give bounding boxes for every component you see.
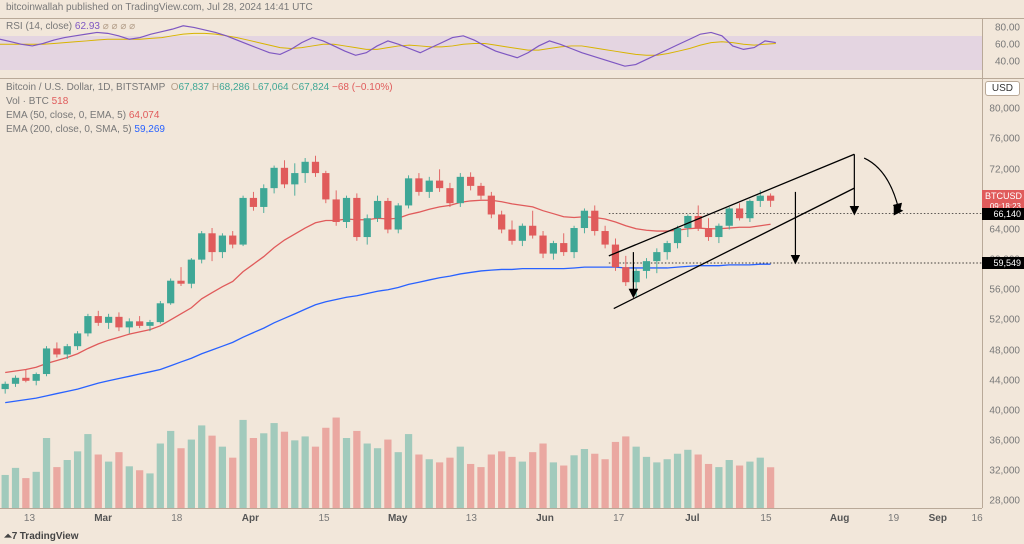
rsi-y-axis: 80.0060.0040.00 bbox=[982, 19, 1024, 78]
symbol-title: Bitcoin / U.S. Dollar, 1D, BITSTAMP bbox=[6, 82, 165, 93]
price-y-axis: 80,00076,00072,00068,00064,00060,00056,0… bbox=[982, 79, 1024, 508]
publisher-text: bitcoinwallah published on TradingView.c… bbox=[6, 2, 313, 16]
chart-header: Bitcoin / U.S. Dollar, 1D, BITSTAMP O67,… bbox=[6, 81, 393, 137]
rsi-label: RSI (14, close) 62.93 ⌀ ⌀ ⌀ ⌀ bbox=[6, 21, 135, 32]
rsi-chart bbox=[0, 19, 982, 78]
time-x-axis: 13Mar18Apr15May13Jun17Jul15Aug19Sep16 bbox=[0, 508, 982, 526]
rsi-panel: RSI (14, close) 62.93 ⌀ ⌀ ⌀ ⌀ 80.0060.00… bbox=[0, 18, 1024, 78]
tradingview-logo: ⏶7 TradingView bbox=[4, 531, 78, 542]
publish-meta: bitcoinwallah published on TradingView.c… bbox=[0, 0, 1024, 18]
price-panel: Bitcoin / U.S. Dollar, 1D, BITSTAMP O67,… bbox=[0, 78, 1024, 526]
currency-badge[interactable]: USD bbox=[985, 81, 1020, 96]
price-chart[interactable] bbox=[0, 79, 982, 508]
